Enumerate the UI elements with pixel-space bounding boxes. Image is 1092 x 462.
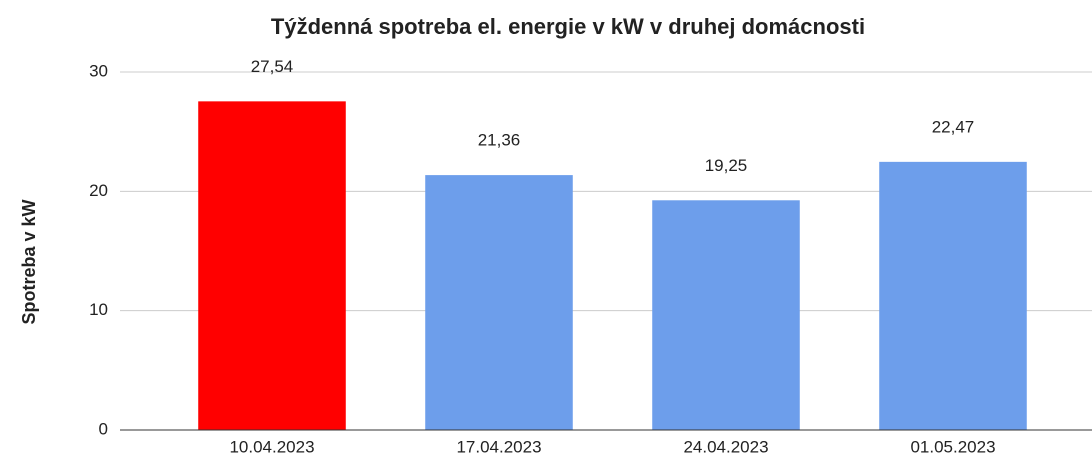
x-tick-label: 10.04.2023	[229, 437, 314, 456]
bar	[879, 161, 1027, 430]
data-label: 22,47	[932, 117, 975, 136]
data-label: 27,54	[251, 57, 294, 76]
x-tick-label: 24.04.2023	[683, 437, 768, 456]
bar	[198, 101, 346, 430]
y-tick-label: 30	[89, 61, 108, 80]
bar	[425, 175, 573, 430]
data-label: 19,25	[705, 156, 748, 175]
x-tick-label: 01.05.2023	[910, 437, 995, 456]
x-tick-label: 17.04.2023	[456, 437, 541, 456]
y-tick-label: 20	[89, 181, 108, 200]
y-tick-label: 10	[89, 300, 108, 319]
chart-title: Týždenná spotreba el. energie v kW v dru…	[271, 14, 865, 39]
bar	[652, 200, 800, 430]
y-axis-label: Spotreba v kW	[19, 199, 39, 324]
y-tick-label: 0	[99, 419, 108, 438]
data-label: 21,36	[478, 131, 521, 150]
